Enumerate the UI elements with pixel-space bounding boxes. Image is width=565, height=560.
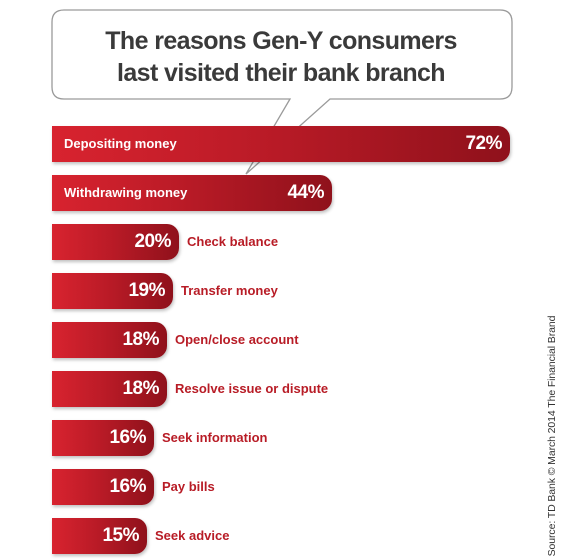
bar-value-label: 18% [122, 329, 159, 350]
bar-value-label: 16% [109, 427, 146, 448]
bar: 18% [52, 322, 167, 358]
bar-category-label: Pay bills [162, 479, 215, 494]
bar-value-label: 15% [102, 525, 139, 546]
bar-category-label: Withdrawing money [64, 185, 188, 200]
bar: 72% Depositing money [52, 126, 510, 162]
bar-category-label: Seek information [162, 430, 268, 445]
bar-value-label: 20% [134, 231, 171, 252]
bar: 18% [52, 371, 167, 407]
bar-value-label: 44% [287, 182, 324, 203]
bar-category-label: Resolve issue or dispute [175, 381, 329, 396]
bar: 20% [52, 224, 179, 260]
source-note: Source: TD Bank © March 2014 The Financi… [546, 315, 558, 557]
bar: 44% Withdrawing money [52, 175, 332, 211]
bar: 19% [52, 273, 173, 309]
bar: 16% [52, 420, 154, 456]
bar-category-label: Check balance [187, 234, 279, 249]
chart-title-line-2: last visited their bank branch [117, 59, 446, 87]
bar: 15% [52, 518, 147, 554]
bar-category-label: Depositing money [64, 136, 177, 151]
chart-title: The reasons Gen-Y consumers last visited… [52, 14, 510, 100]
chart-title-line-1: The reasons Gen-Y consumers [105, 27, 457, 55]
bar-value-label: 19% [128, 280, 165, 301]
bar-category-label: Transfer money [181, 283, 278, 298]
bar-category-label: Open/close account [175, 332, 299, 347]
bar-value-label: 72% [465, 133, 502, 154]
bar-category-label: Seek advice [155, 528, 230, 543]
bar-value-label: 18% [122, 378, 159, 399]
bar-value-label: 16% [109, 476, 146, 497]
bar: 16% [52, 469, 154, 505]
